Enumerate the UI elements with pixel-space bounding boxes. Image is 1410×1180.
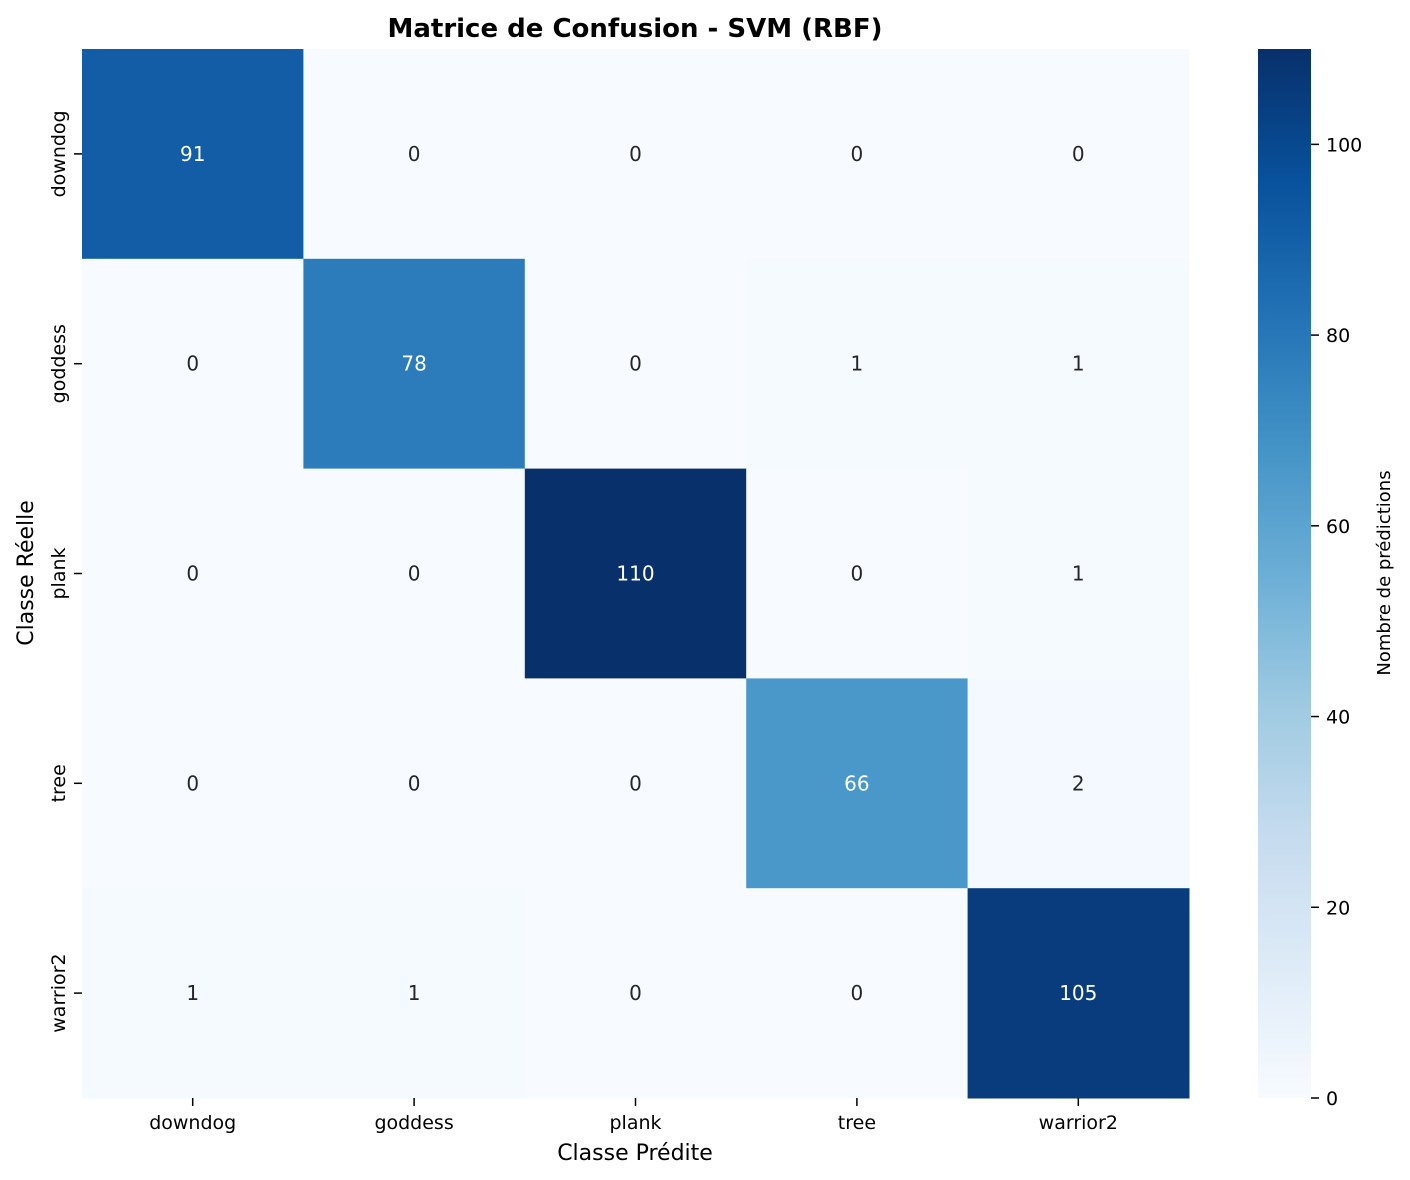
cell-value-label: 0: [851, 562, 864, 586]
heatmap-cell: [524, 888, 747, 1099]
x-tick-label: goddess: [374, 1112, 453, 1134]
colorbar-tick-label: 40: [1326, 707, 1350, 729]
heatmap-cell: [82, 468, 304, 679]
heatmap-cell: [303, 888, 526, 1099]
cell-value-label: 0: [629, 771, 642, 795]
cell-value-label: 0: [629, 352, 642, 376]
cell-value-label: 78: [401, 352, 426, 376]
heatmap-cell: [746, 468, 969, 679]
heatmap-cell: [746, 49, 969, 260]
heatmap-cell: [303, 258, 526, 470]
heatmap-cell: [524, 258, 747, 470]
heatmap-cell: [82, 678, 304, 889]
heatmap-cell: [303, 468, 526, 679]
heatmap-cell: [303, 678, 526, 889]
heatmap-cell: [746, 888, 969, 1099]
x-tick-label: downdog: [149, 1112, 236, 1134]
heatmap-cell: [967, 49, 1190, 260]
cell-value-label: 1: [1072, 352, 1085, 376]
heatmap-cell: [524, 49, 747, 260]
x-axis-label: Classe Prédite: [557, 1141, 713, 1166]
heatmap-cell: [967, 468, 1190, 679]
heatmap-cell: [303, 49, 526, 260]
heatmap-cell: [524, 678, 747, 889]
cell-value-label: 110: [616, 562, 654, 586]
heatmap-cell: [82, 49, 304, 260]
cell-value-label: 0: [851, 142, 864, 166]
cell-value-label: 0: [186, 562, 199, 586]
cell-value-label: 105: [1059, 981, 1097, 1005]
x-tick-label: tree: [838, 1112, 876, 1134]
colorbar-label: Nombre de prédictions: [1374, 470, 1395, 675]
colorbar-tick-label: 60: [1326, 516, 1350, 538]
cell-value-label: 0: [851, 981, 864, 1005]
heatmap-cell: [967, 258, 1190, 470]
y-axis: downdog goddess plank tree warrior2: [48, 110, 82, 1033]
heatmap-cell: [82, 888, 304, 1099]
cell-value-label: 0: [408, 771, 421, 795]
cell-value-label: 1: [1072, 562, 1085, 586]
heatmap-cell: [967, 888, 1190, 1099]
cell-value-label: 1: [851, 352, 864, 376]
cell-value-label: 91: [180, 142, 205, 166]
colorbar-tick-label: 80: [1326, 325, 1350, 347]
colorbar-ticks: 0 20 40 60 80 100: [1311, 134, 1362, 1110]
x-tick-label: warrior2: [1039, 1112, 1118, 1134]
colorbar-tick-label: 0: [1326, 1088, 1338, 1110]
colorbar: [1258, 49, 1311, 1098]
heatmap-cell: [746, 258, 969, 470]
cell-value-label: 0: [186, 352, 199, 376]
y-tick-label: tree: [48, 764, 70, 802]
heatmap-cell: [82, 258, 304, 470]
cell-value-label: 0: [629, 981, 642, 1005]
y-tick-label: warrior2: [48, 953, 70, 1032]
y-axis-label: Classe Réelle: [14, 500, 39, 646]
heatmap-cell: [746, 678, 969, 889]
cell-value-label: 0: [186, 771, 199, 795]
y-tick-label: downdog: [48, 110, 70, 197]
cell-value-label: 66: [844, 771, 869, 795]
cell-value-label: 0: [408, 562, 421, 586]
heatmap-cell: [967, 678, 1190, 889]
cell-value-label: 0: [629, 142, 642, 166]
x-tick-label: plank: [609, 1112, 661, 1134]
cell-value-label: 1: [408, 981, 421, 1005]
x-axis: downdog goddess plank tree warrior2: [149, 1098, 1118, 1134]
cell-value-label: 0: [1072, 142, 1085, 166]
cell-value-label: 0: [408, 142, 421, 166]
y-tick-label: plank: [48, 547, 70, 599]
cell-value-label: 1: [186, 981, 199, 1005]
cell-value-label: 2: [1072, 771, 1085, 795]
y-tick-label: goddess: [48, 324, 70, 403]
chart-title: Matrice de Confusion - SVM (RBF): [387, 14, 882, 44]
colorbar-tick-label: 20: [1326, 897, 1350, 919]
colorbar-tick-label: 100: [1326, 134, 1362, 156]
heatmap-cells: 91 0 0 0 00 78 0 1 10 0 110 0 10 0 0 66 21 1 0 0 105: [82, 49, 1190, 1099]
heatmap-cell: [524, 468, 747, 679]
